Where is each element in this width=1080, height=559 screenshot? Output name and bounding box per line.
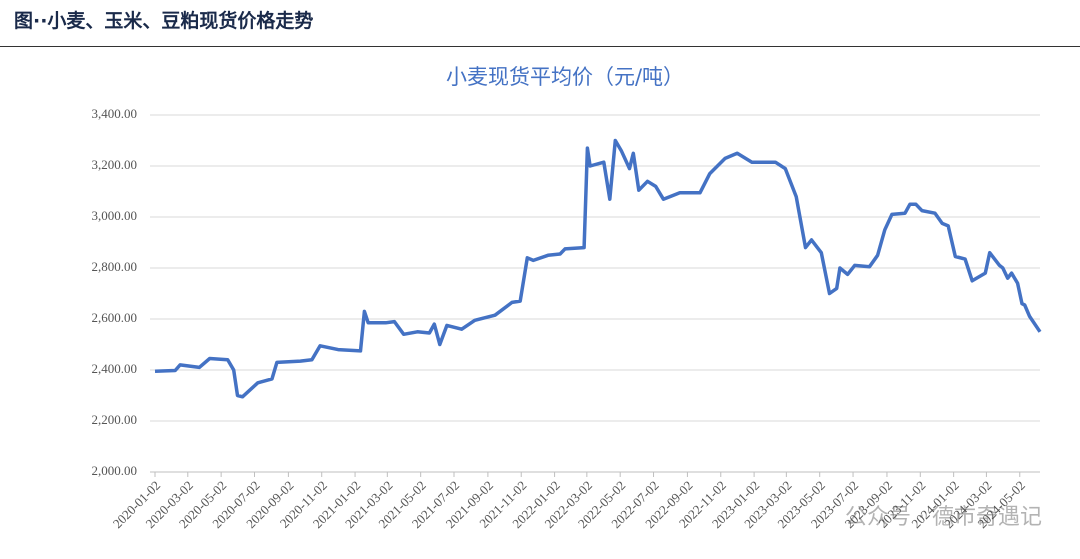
y-tick-label: 3,000.00 — [92, 208, 138, 223]
y-tick-label: 2,600.00 — [92, 310, 138, 325]
y-tick-label: 2,800.00 — [92, 259, 138, 274]
header-title: 图··小麦、玉米、豆粕现货价格走势 — [14, 10, 314, 32]
y-tick-label: 2,000.00 — [92, 463, 138, 478]
y-tick-label: 3,400.00 — [92, 106, 138, 121]
y-tick-label: 3,200.00 — [92, 157, 138, 172]
watermark: 公众号 · 德市奇遇记 — [845, 505, 1042, 530]
y-tick-label: 2,400.00 — [92, 361, 138, 376]
line-series — [154, 138, 1042, 399]
y-tick-label: 2,200.00 — [92, 412, 138, 427]
chart-title: 小麦现货平均价（元/吨） — [446, 65, 684, 89]
header-rule — [0, 46, 1080, 47]
